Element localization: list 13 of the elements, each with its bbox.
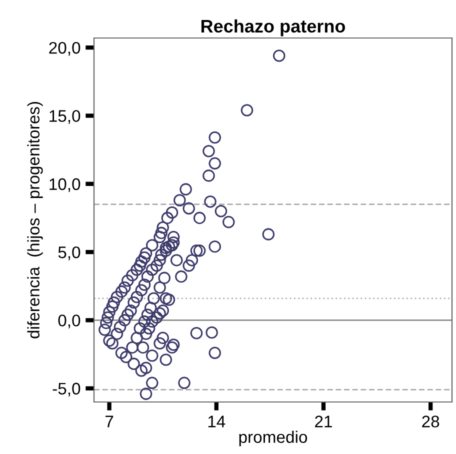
- y-tick-label: 15,0: [50, 110, 80, 124]
- y-tick-label: 0,0: [58, 314, 80, 328]
- y-tick-label: 20,0: [49, 42, 80, 56]
- y-axis-title: diferencia (hijos – progenitores): [27, 102, 43, 338]
- y-tick-label: 10,0: [50, 178, 80, 192]
- x-tick-label: 14: [208, 416, 226, 428]
- chart-title: Rechazo paterno: [201, 19, 346, 36]
- y-tick-label: 5,0: [58, 246, 80, 260]
- x-tick-label: 21: [315, 416, 332, 428]
- y-tick-label: -5,0: [52, 382, 80, 397]
- x-axis-title: promedio: [239, 430, 308, 446]
- x-tick-label: 7: [106, 416, 114, 428]
- x-tick-label: 28: [422, 416, 440, 428]
